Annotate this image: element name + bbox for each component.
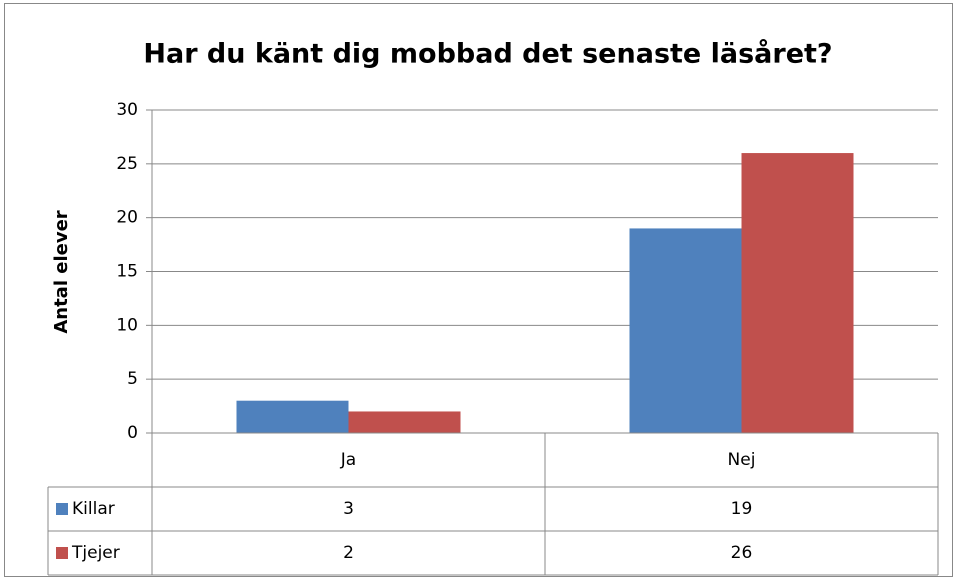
y-axis-label: Antal elever <box>51 210 72 333</box>
legend-label: Tjejer <box>71 543 120 563</box>
y-tick-label: 5 <box>127 369 138 389</box>
y-tick-label: 25 <box>116 154 138 174</box>
legend-label: Killar <box>72 499 115 519</box>
legend-swatch <box>56 547 68 559</box>
y-tick-label: 30 <box>116 100 138 120</box>
chart-title: Har du känt dig mobbad det senaste läsår… <box>143 38 832 70</box>
bar <box>348 411 461 433</box>
bar <box>629 228 742 433</box>
bar <box>236 400 349 433</box>
y-tick-label: 10 <box>116 315 138 335</box>
table-value: 2 <box>343 543 354 563</box>
table-value: 26 <box>731 543 753 563</box>
y-tick-label: 15 <box>116 262 138 282</box>
legend-swatch <box>56 503 68 515</box>
table-value: 19 <box>731 499 753 519</box>
y-tick-label: 0 <box>127 423 138 443</box>
table-value: 3 <box>343 499 354 519</box>
y-tick-label: 20 <box>116 208 138 228</box>
x-tick-label: Nej <box>728 450 756 470</box>
x-tick-label: Ja <box>340 450 356 470</box>
bar <box>741 153 854 434</box>
